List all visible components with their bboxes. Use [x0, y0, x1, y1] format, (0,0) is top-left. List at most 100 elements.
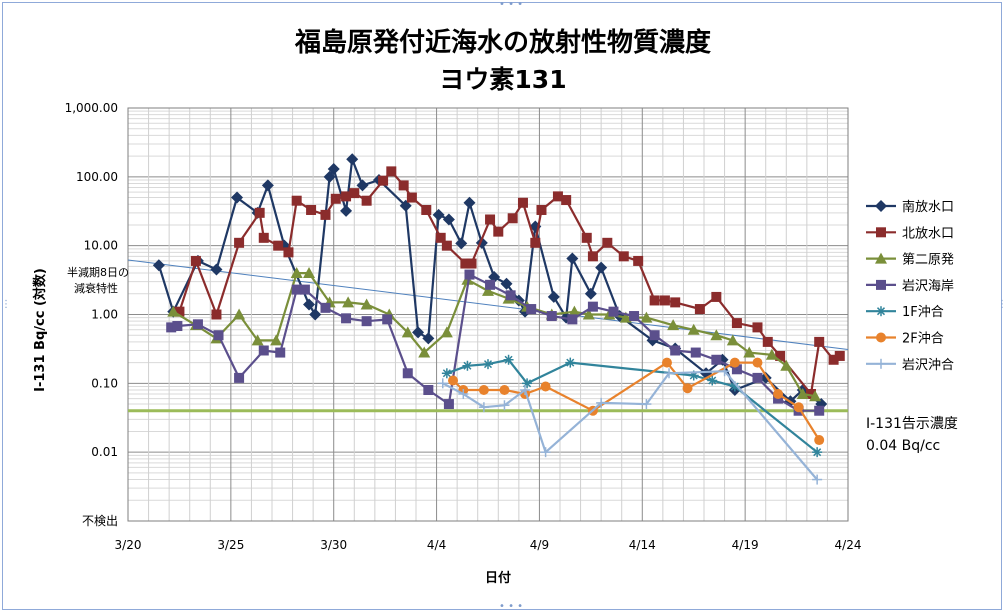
data-point [320, 209, 331, 220]
half-life-label-line2: 減衰特性 [74, 281, 118, 295]
legend-marker [876, 279, 886, 290]
half-life-decay-line [127, 259, 849, 351]
data-point [561, 195, 572, 206]
data-point [412, 326, 425, 339]
threshold-label-line2: 0.04 Bq/cc [866, 438, 940, 454]
data-point [275, 347, 286, 358]
legend-label: 南放水口 [902, 199, 954, 215]
series-layer [152, 153, 845, 485]
data-point [254, 207, 265, 218]
data-point [584, 287, 597, 300]
data-point [780, 359, 793, 371]
data-point [726, 334, 739, 346]
data-point [517, 197, 528, 208]
data-point [641, 399, 652, 410]
chart-title: 福島原発付近海水の放射性物質濃度 [294, 28, 711, 58]
data-point [303, 298, 316, 311]
data-point [773, 388, 784, 399]
y-axis-title: I-131 Bq/cc (対数) [32, 268, 48, 392]
series-5 [441, 354, 823, 458]
data-point [687, 323, 700, 335]
half-life-label-line1: 半減期8日の [67, 265, 129, 279]
data-point [342, 296, 355, 308]
series-6 [448, 357, 825, 446]
data-point [507, 213, 518, 224]
data-point [649, 295, 660, 306]
data-point [828, 354, 839, 365]
data-point [805, 388, 816, 399]
legend-item: 岩沢沖合 [866, 358, 954, 373]
resize-handle-top[interactable]: • • • [499, 0, 524, 10]
data-point [707, 375, 718, 386]
data-point [478, 385, 489, 396]
data-point [234, 237, 245, 248]
legend-item: 第二原発 [866, 252, 954, 268]
data-point [711, 291, 722, 302]
data-point [568, 305, 581, 317]
data-point [765, 348, 778, 360]
data-point [530, 237, 541, 248]
data-point [306, 204, 317, 215]
data-point [670, 297, 681, 308]
data-point [386, 166, 397, 177]
data-point [567, 314, 578, 325]
data-point [719, 366, 730, 377]
data-point [629, 311, 640, 322]
resize-handle-right[interactable]: ⋮ [997, 299, 1006, 310]
data-point [482, 284, 494, 296]
data-point [602, 237, 613, 248]
axis-layer: 1,000.00 100.00 10.00 1.00 0.10 0.01 不検出 3/20 3/… [65, 101, 862, 552]
data-point [793, 402, 804, 413]
data-point [167, 305, 180, 317]
y-tick-label: 100.00 [76, 170, 118, 184]
resize-handle-bottom[interactable]: • • • [499, 601, 524, 612]
data-point [796, 387, 809, 399]
data-point [210, 263, 223, 276]
data-point [320, 302, 331, 313]
series-4 [166, 269, 825, 416]
data-point [608, 306, 619, 317]
data-point [290, 267, 303, 279]
data-point [595, 261, 608, 274]
resize-handle-left[interactable]: ⋮ [1, 299, 11, 310]
data-point [258, 232, 269, 243]
data-point [478, 402, 489, 413]
data-point [731, 364, 742, 375]
legend-item: 北放水口 [866, 226, 954, 241]
data-point [729, 357, 740, 368]
x-tick-label: 4/9 [530, 538, 549, 552]
data-point [460, 258, 471, 269]
data-point [349, 188, 360, 199]
series-2 [174, 166, 845, 399]
data-point [174, 306, 185, 317]
x-tick-label: 4/14 [629, 538, 656, 552]
legend-marker [875, 252, 887, 264]
legend-marker [876, 332, 886, 343]
grid-lines [127, 107, 849, 522]
data-point [664, 368, 675, 379]
data-point [596, 397, 607, 408]
data-point [270, 334, 283, 346]
data-point [458, 388, 469, 399]
data-point [441, 240, 452, 251]
data-point [421, 204, 432, 215]
data-point [432, 208, 445, 221]
data-point [401, 326, 414, 338]
data-point [406, 192, 417, 203]
chart-subtitle: ヨウ素131 [439, 65, 567, 94]
data-point [152, 259, 165, 272]
data-point [462, 360, 473, 371]
data-point [503, 354, 514, 365]
data-point [581, 232, 592, 243]
data-point [682, 383, 693, 394]
data-point [418, 346, 431, 358]
y-tick-label: 10.00 [84, 239, 118, 253]
data-point [499, 400, 510, 411]
data-point [540, 381, 551, 392]
data-point [330, 193, 341, 204]
data-point [327, 162, 340, 175]
data-point [441, 368, 452, 379]
data-point [547, 290, 560, 303]
data-point [546, 311, 557, 322]
